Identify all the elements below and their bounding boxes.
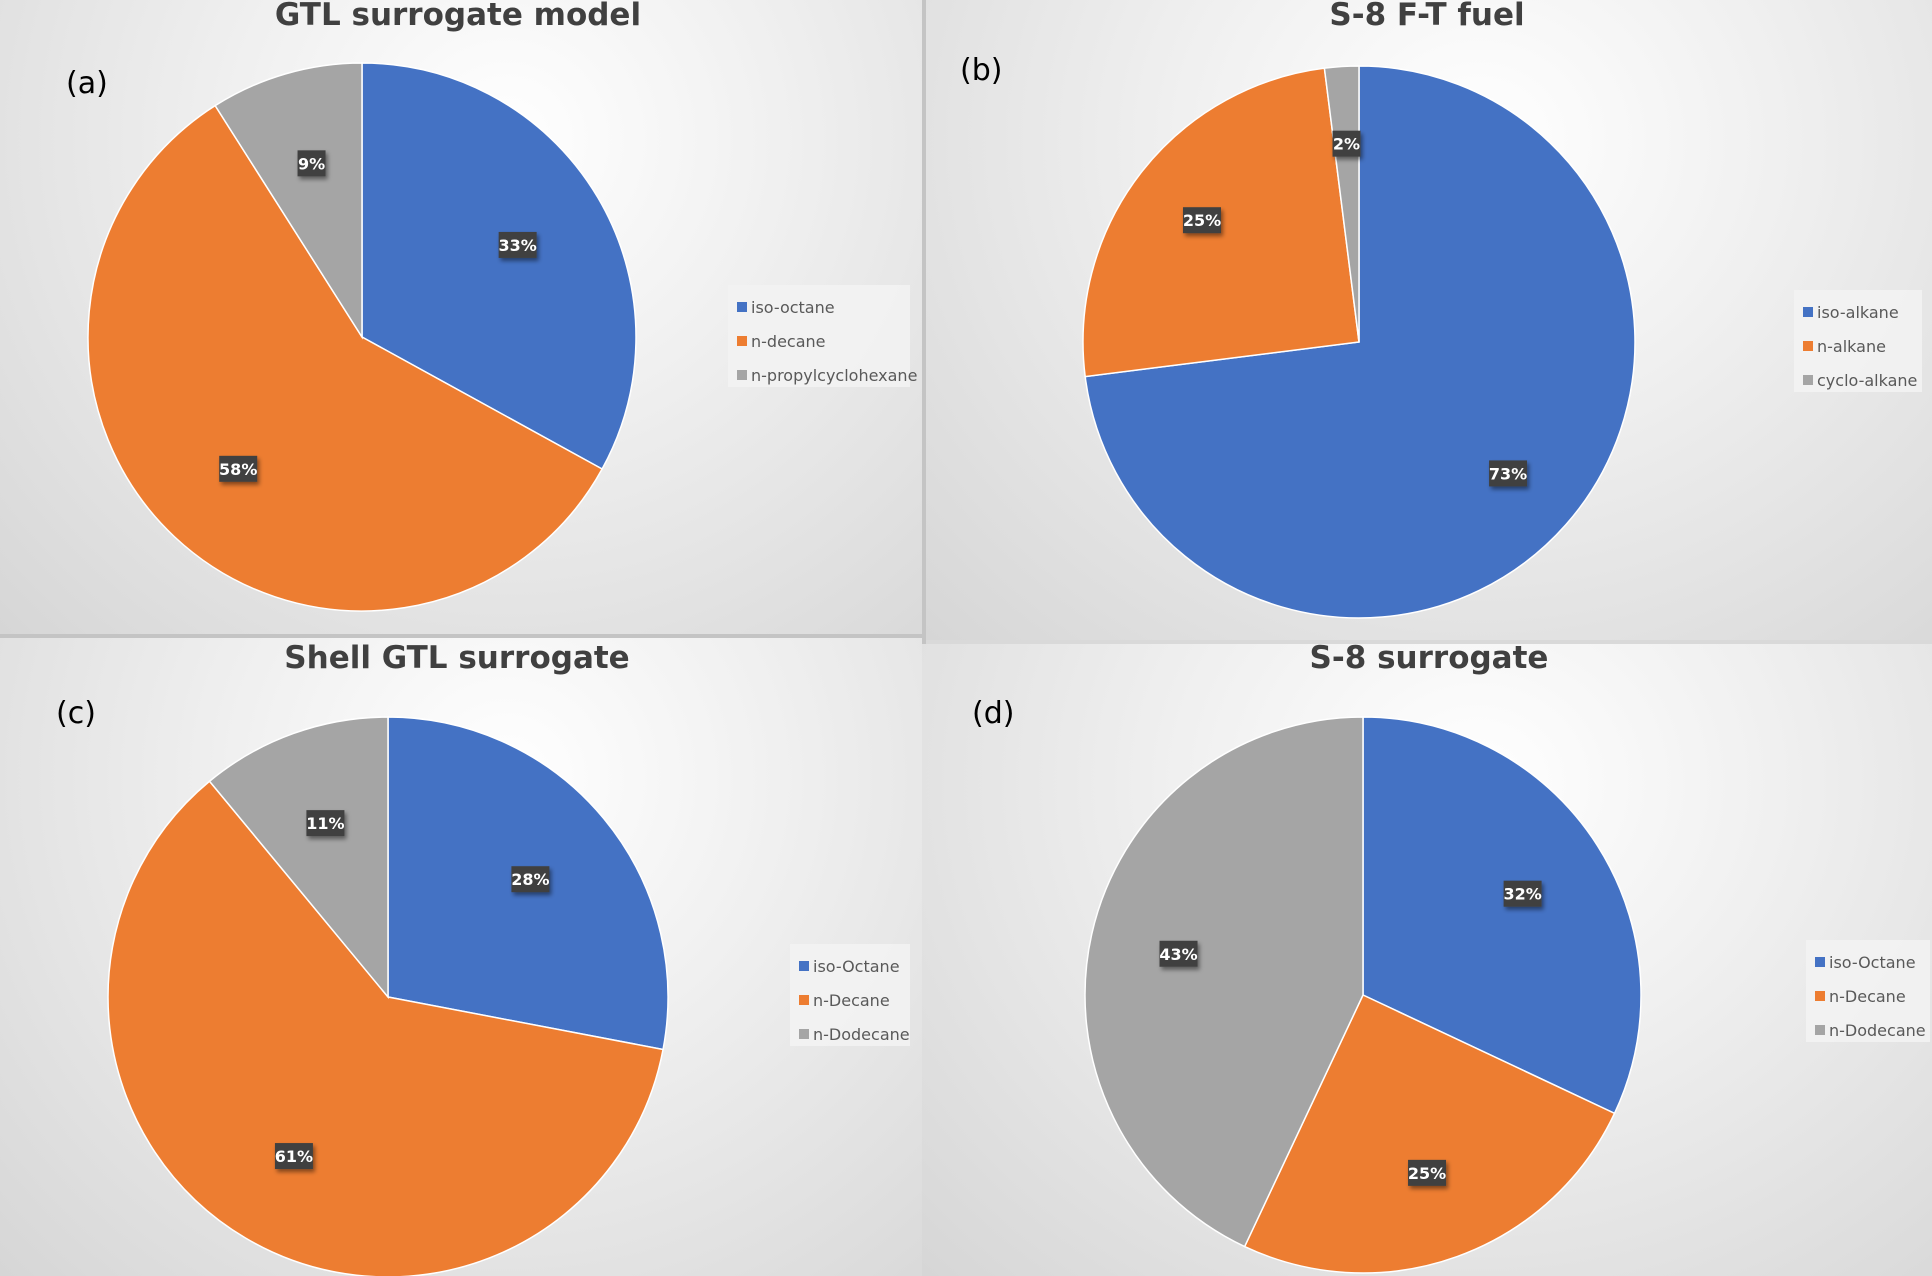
legend: iso-Octane n-Decane n-Dodecane [1806,940,1930,1042]
legend-label: iso-octane [751,297,835,317]
legend-swatch [737,336,747,346]
legend-swatch [1803,307,1813,317]
legend-item: n-Decane [1815,979,1921,1013]
legend-item: n-alkane [1803,329,1913,363]
pie-slice-n-propylcyclohexane [214,62,363,340]
panel-label: (d) [972,696,1015,731]
data-label: 11% [306,810,345,837]
svg-text:9%: 9% [298,154,325,173]
legend-label: n-alkane [1817,336,1886,356]
legend-item: iso-Octane [1815,945,1921,979]
legend-swatch [799,1029,809,1039]
data-label: 28% [511,866,550,893]
legend-item: cyclo-alkane [1803,363,1917,397]
svg-text:11%: 11% [306,814,344,833]
svg-text:25%: 25% [1408,1164,1446,1183]
svg-text:73%: 73% [1489,464,1527,483]
pie-slice-n-Decane [1243,994,1616,1274]
pie-chart: 32% 25% 43% [1084,716,1642,1274]
legend-item: n-Dodecane [1815,1013,1926,1047]
chart-panel-d: S-8 surrogate (d) 32% 25% 43% iso-Octane n-… [922,644,1932,1276]
pie-slice-iso-Octane [1362,716,1642,1115]
data-label: 73% [1489,460,1527,487]
pie-chart: 33% 58% 9% [87,62,637,612]
legend: iso-alkane n-alkane cyclo-alkane [1794,290,1922,392]
data-label: 25% [1183,207,1221,234]
svg-text:33%: 33% [499,236,537,255]
legend-label: n-Dodecane [813,1024,910,1044]
svg-text:28%: 28% [511,870,549,889]
chart-panel-c: Shell GTL surrogate (c) 28% 61% 11% iso-Oc… [0,638,922,1276]
legend-item: n-decane [737,324,901,358]
chart-title: S-8 surrogate [1309,644,1549,676]
chart-title: S-8 F-T fuel [1329,0,1525,33]
legend-swatch [1815,991,1825,1001]
legend-item: n-Decane [799,983,901,1017]
legend-item: n-propylcyclohexane [737,358,917,392]
legend-item: iso-alkane [1803,295,1913,329]
pie-chart: 28% 61% 11% [107,716,669,1276]
legend-label: n-decane [751,331,826,351]
svg-text:61%: 61% [275,1147,313,1166]
data-label: 2% [1332,130,1361,157]
legend-swatch [799,961,809,971]
pie-slice-n-Dodecane [208,716,389,1000]
legend-label: iso-alkane [1817,302,1899,322]
legend-label: n-Decane [813,990,890,1010]
legend-swatch [1815,1025,1825,1035]
pie-slice-n-Dodecane [1084,716,1364,1248]
legend-label: n-Decane [1829,986,1906,1006]
pie-chart: 73% 25% 2% [1082,65,1636,619]
chart-title: GTL surrogate model [274,0,642,33]
panel-label: (a) [66,66,108,101]
pie-slice-n-Decane [107,780,664,1276]
pie-slice-n-alkane [1082,67,1360,378]
vertical-divider [922,0,926,1276]
chart-title: Shell GTL surrogate [284,640,630,676]
svg-text:2%: 2% [1333,135,1360,154]
legend-label: n-Dodecane [1829,1020,1926,1040]
legend-item: n-Dodecane [799,1017,910,1051]
legend-label: iso-Octane [813,956,900,976]
legend-swatch [1815,957,1825,967]
data-label: 61% [275,1143,313,1170]
legend: iso-Octane n-Decane n-Dodecane [790,944,910,1046]
legend-swatch [737,302,747,312]
pie-slice-n-decane [87,104,604,612]
data-label: 9% [297,150,326,177]
svg-text:43%: 43% [1159,945,1197,964]
data-label: 33% [499,231,537,258]
data-label: 32% [1503,880,1542,907]
chart-panel-a: GTL surrogate model (a) 33% 58% 9% iso-oct… [0,0,922,634]
panel-label: (c) [56,696,96,731]
svg-text:32%: 32% [1503,885,1541,904]
legend-item: iso-Octane [799,949,901,983]
legend-label: iso-Octane [1829,952,1916,972]
data-label: 58% [219,455,257,482]
legend-swatch [1803,341,1813,351]
data-label: 25% [1408,1159,1446,1186]
legend-label: n-propylcyclohexane [751,365,918,385]
panel-label: (b) [960,53,1003,88]
legend-swatch [799,995,809,1005]
svg-text:25%: 25% [1183,211,1221,230]
svg-text:58%: 58% [219,460,257,479]
legend-swatch [737,370,747,380]
data-label: 43% [1159,940,1198,967]
legend: iso-octane n-decane n-propylcyclohexane [728,285,917,387]
pie-slice-iso-octane [361,62,637,471]
legend-swatch [1803,375,1813,385]
legend-item: iso-octane [737,290,901,324]
legend-label: cyclo-alkane [1817,370,1918,390]
chart-panel-b: S-8 F-T fuel (b) 73% 25% 2% iso-alkane n-al… [926,0,1932,640]
